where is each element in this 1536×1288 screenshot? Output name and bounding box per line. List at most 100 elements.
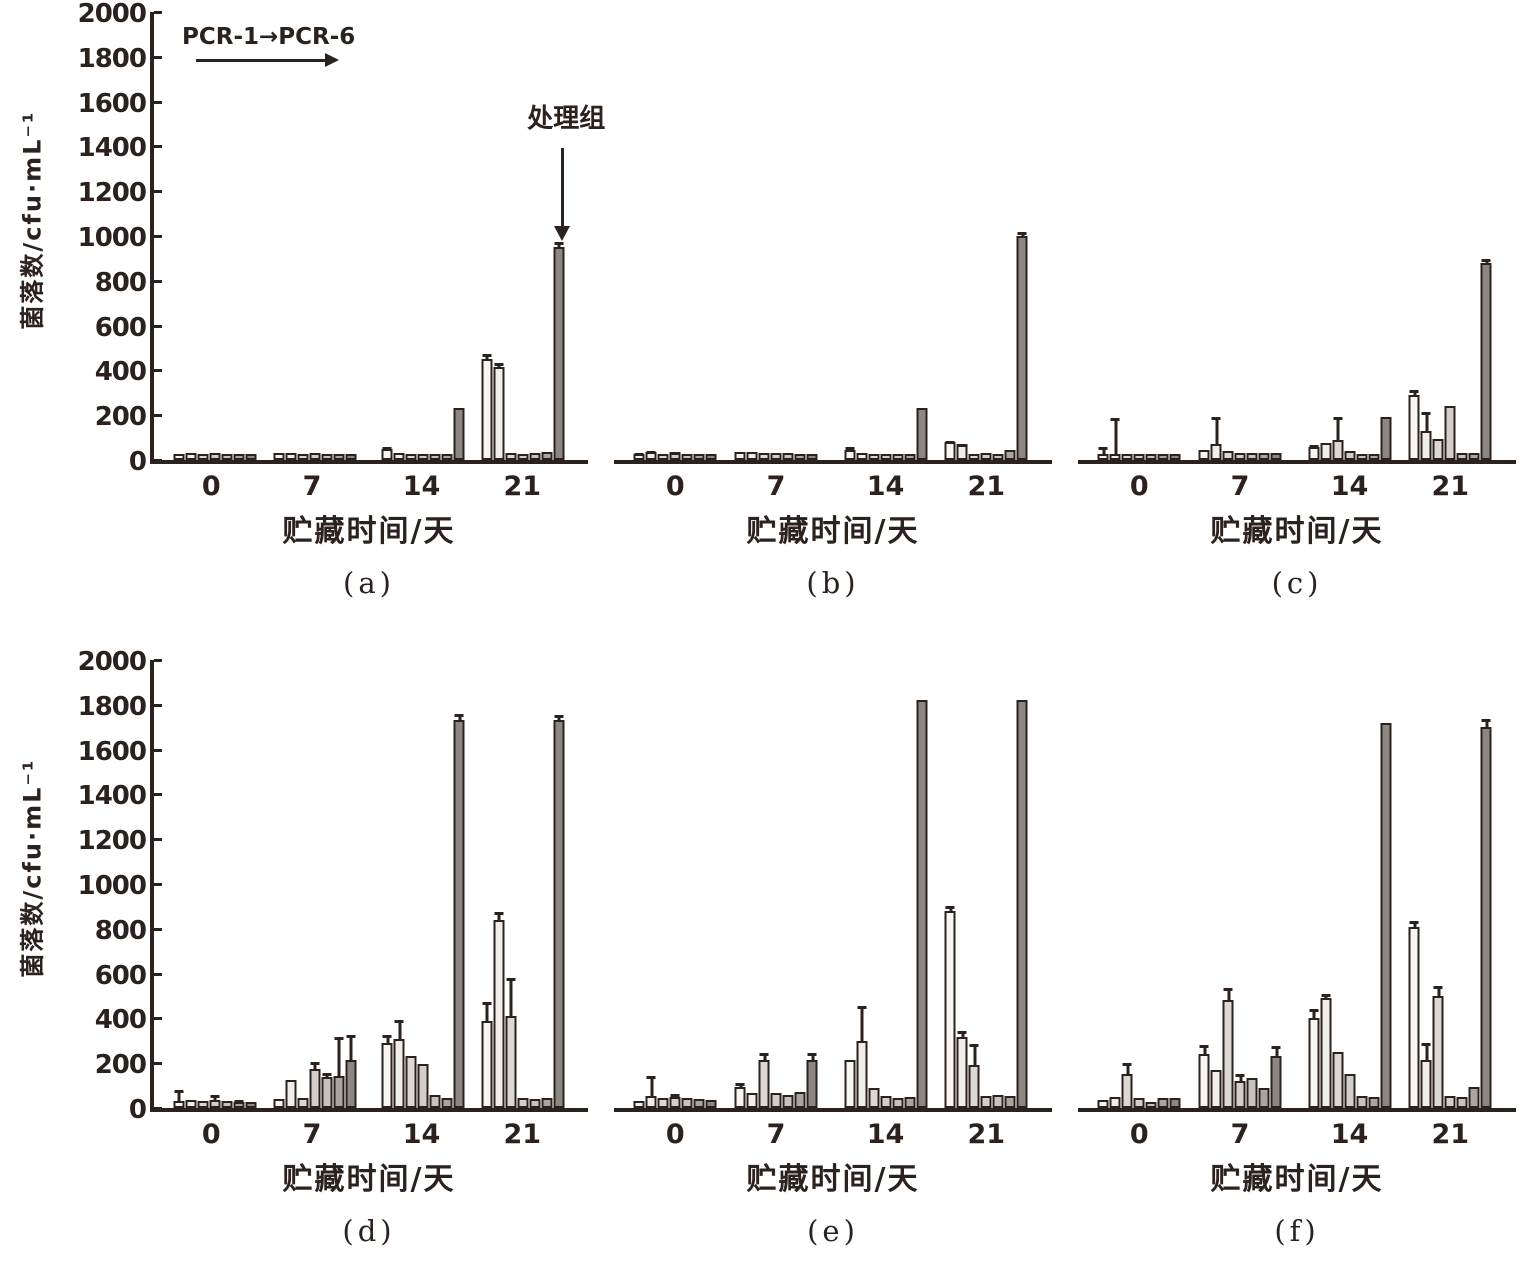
error-bar-line [398,1020,402,1041]
bar-series-3 [1121,454,1133,460]
bar-series-5 [429,454,441,460]
bar-series-3 [197,1101,209,1108]
x-tick-label: 7 [302,471,322,502]
bar-series-1 [944,441,956,460]
bar-series-6 [693,454,705,460]
axis-tick [154,1062,162,1066]
bar-series-6 [1004,1095,1016,1108]
bar-series-3 [968,1043,980,1108]
arrow-head-right-icon [325,53,339,67]
treatment-bar [553,242,565,460]
axis-tick [154,883,162,886]
axis-tick [154,145,162,149]
error-bar [634,453,644,457]
bar-series-3 [1332,417,1344,460]
x-axis-title: 贮藏时间/天 [746,514,920,549]
bar-series-3 [968,454,980,460]
bar-series-1 [844,1059,856,1108]
bar-series-3 [405,454,417,460]
bar-series-5 [221,454,233,460]
bar-group-day-0 [633,450,717,460]
bar-series-6 [333,454,345,460]
y-tick-label: 200 [94,1050,147,1081]
error-bar-cap [482,1002,492,1006]
axis-tick [154,972,162,976]
x-tick-label: 14 [1330,471,1369,502]
bar-series-2 [746,451,758,460]
bar-series-2 [1109,1096,1121,1108]
plot-area-a: PCR-1→PCR-6 处理组 [150,11,605,464]
bar-series-1 [1198,449,1210,460]
error-bar [1199,1045,1209,1057]
error-bar-cap [1481,719,1491,723]
bar-series-3 [197,453,209,460]
chart-panel-e: 0 7 14 21 贮藏时间/天 (e) [614,660,1052,1248]
figure-row-1: 菌落数/cfu·mL⁻¹ 2000 1800 1600 1400 1200 1000 800 6… [0,1,1536,600]
treatment-bar [453,713,465,1108]
x-tick-label: 7 [302,1119,322,1150]
x-tick-label: 7 [766,1119,786,1150]
error-bar-cap [1433,985,1443,989]
bar-series-5 [1356,1095,1368,1108]
bar-series-2 [1210,417,1222,460]
axis-tick [154,793,162,797]
error-bar [857,1005,867,1043]
bar-series-6 [1157,454,1169,460]
bar-series-6 [441,454,453,460]
error-bar-cap [670,451,680,455]
error-bar-cap [322,1073,332,1077]
y-tick-label: 0 [128,1095,147,1125]
error-bar-cap [1017,232,1027,236]
error-bar-cap [969,1043,979,1047]
bar-series-3 [1332,1052,1344,1108]
axis-tick [154,324,162,328]
panel-caption-c: (c) [1271,566,1323,600]
x-axis-title: 贮藏时间/天 [282,1162,456,1197]
error-bar-cap [670,1094,680,1098]
legend: PCR-1→PCR-6 [182,24,356,67]
bar-series-1 [633,1101,645,1108]
bar-series-5 [992,453,1004,460]
y-tick-label: 1400 [77,781,147,812]
x-tick-label: 0 [1129,471,1149,502]
bar-series-5 [1456,453,1468,460]
bar-group-day-7 [273,1034,357,1108]
error-bar-line [763,1052,767,1062]
x-axis-title: 贮藏时间/天 [1210,1162,1384,1197]
bar-series-2 [393,453,405,460]
legend-label: PCR-1→PCR-6 [182,24,356,50]
error-bar-cap [506,977,516,981]
bar-series-4 [980,453,992,460]
bar-group-day-7 [734,1052,818,1108]
figure: 菌落数/cfu·mL⁻¹ 2000 1800 1600 1400 1200 1000 800 6… [0,1,1536,1248]
bar-group-day-21 [481,714,565,1108]
error-bar [1409,920,1419,929]
bar-series-1 [1097,447,1109,460]
error-bar-cap [807,1052,817,1056]
error-bar [506,977,516,1019]
x-tick-label: 21 [967,471,1006,502]
bar-series-4 [669,1094,681,1108]
x-tick-label: 21 [503,471,542,502]
error-bar [957,444,967,448]
bar-series-1 [1198,1045,1210,1108]
error-bar [945,906,955,913]
bar-series-6 [1157,1097,1169,1108]
error-bar-line [811,1052,815,1062]
error-bar-cap [310,1061,320,1065]
y-axis: 菌落数/cfu·mL⁻¹ 2000 1800 1600 1400 1200 1000 800 6… [0,649,150,1123]
y-tick-label: 0 [128,447,147,477]
x-tick-label: 21 [967,1119,1006,1150]
error-bar-cap [646,450,656,454]
bar-group-day-14 [1308,722,1392,1108]
error-bar [1481,719,1491,730]
annotation-label: 处理组 [527,104,606,134]
error-bar-cap [1309,445,1319,449]
error-bar [945,441,955,445]
x-tick-label: 7 [766,471,786,502]
error-bar-line [1114,417,1118,456]
bar-series-6 [233,1100,245,1108]
bar-series-1 [173,1089,185,1108]
x-tick-labels: 0 7 14 21 [1078,1120,1516,1152]
error-bar-cap [945,906,955,910]
